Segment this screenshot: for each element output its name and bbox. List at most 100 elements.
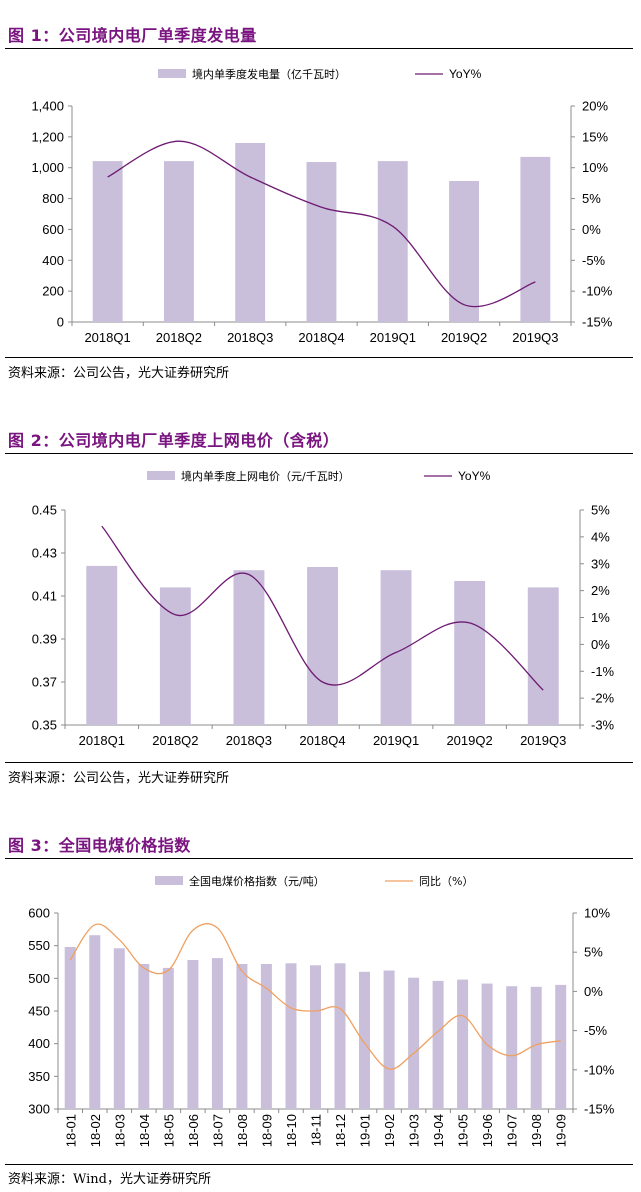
bar-2018Q4: [307, 567, 338, 725]
x-tick-label: 2018Q2: [156, 330, 202, 345]
x-tick-label: 18-11: [309, 1114, 324, 1146]
x-tick-label: 2019Q1: [373, 733, 419, 748]
y-right-tick-label: -10%: [582, 284, 613, 299]
y-left-tick-label: 200: [42, 284, 64, 299]
figure-2-title: 图 2：公司境内电厂单季度上网电价（含税）: [8, 431, 340, 450]
y-left-tick-label: 400: [42, 253, 64, 268]
x-tick-label: 2019Q1: [370, 330, 416, 345]
x-tick-label: 18-04: [137, 1114, 152, 1147]
y-left-tick-label: 450: [28, 1004, 50, 1019]
bar-2018Q1: [92, 161, 123, 322]
y-right-tick-label: 5%: [582, 191, 601, 206]
figure-1-source: 资料来源：公司公告，光大证券研究所: [8, 366, 230, 381]
bar-2019Q1: [377, 161, 408, 322]
y-right-tick-label: 0%: [591, 637, 610, 652]
y-right-tick-label: 1%: [591, 610, 610, 625]
legend-bar-swatch: [155, 876, 183, 885]
y-right-tick-label: 20%: [582, 99, 608, 114]
legend-bar-label: 全国电煤价格指数（元/吨）: [189, 874, 325, 888]
bar-2018Q3: [235, 143, 266, 322]
bar-19-02: [383, 970, 395, 1109]
y-right-tick-label: 0%: [582, 222, 601, 237]
y-left-tick-label: 0: [57, 315, 64, 330]
legend-line-label: 同比（%）: [419, 875, 473, 888]
bar-18-07: [211, 958, 223, 1109]
bar-2019Q2: [454, 581, 486, 725]
x-tick-label: 19-04: [431, 1114, 446, 1147]
y-right-tick-label: -15%: [582, 315, 613, 330]
y-right-tick-label: 5%: [584, 945, 603, 960]
y-left-tick-label: 500: [28, 971, 50, 986]
y-left-tick-label: 0.39: [32, 632, 57, 647]
x-tick-label: 2019Q2: [446, 733, 492, 748]
x-tick-label: 18-01: [63, 1114, 78, 1147]
bar-19-08: [530, 986, 542, 1109]
x-tick-label: 2018Q1: [84, 330, 130, 345]
bar-18-08: [236, 964, 248, 1109]
y-left-tick-label: 0.35: [32, 718, 57, 733]
bar-19-03: [408, 977, 420, 1109]
x-tick-label: 19-08: [529, 1114, 544, 1147]
figure-1-top-rule: [5, 48, 633, 49]
y-left-tick-label: 0.41: [32, 589, 57, 604]
chart-1-power-generation: 境内单季度发电量（亿千瓦时） YoY% 0 200 400 600 800 1,000 1,20…: [31, 67, 613, 345]
y-left-tick-label: 1,000: [31, 160, 64, 175]
bar-2018Q3: [233, 570, 265, 725]
bar-18-09: [260, 964, 272, 1109]
x-tick-label: 18-03: [112, 1114, 127, 1147]
x-tick-label: 2019Q2: [441, 330, 487, 345]
figure-2-bottom-rule: [5, 762, 633, 763]
y-left-tick-label: 350: [28, 1069, 50, 1084]
bar-2018Q1: [86, 565, 118, 725]
figure-3-bottom-rule: [5, 1164, 633, 1165]
figure-3-top-rule: [5, 858, 633, 859]
x-tick-label: 19-06: [480, 1114, 495, 1147]
figure-2-source: 资料来源：公司公告，光大证券研究所: [8, 771, 230, 786]
y-right-tick-label: 10%: [584, 906, 610, 921]
bar-19-09: [555, 984, 567, 1109]
bar-18-05: [162, 967, 174, 1109]
legend-bar-label: 境内单季度上网电价（元/千瓦时）: [181, 469, 350, 483]
figure-2-top-rule: [5, 453, 633, 454]
bar-2019Q2: [449, 181, 479, 322]
x-tick-label: 19-03: [407, 1114, 422, 1147]
x-tick-label: 18-06: [186, 1114, 201, 1147]
y-left-tick-label: 0.43: [32, 546, 57, 561]
x-tick-label: 19-09: [554, 1114, 569, 1147]
x-tick-label: 18-09: [260, 1114, 275, 1147]
figure-3-title: 图 3：全国电煤价格指数: [8, 836, 191, 855]
legend-bar-swatch: [158, 69, 186, 78]
y-left-tick-label: 300: [28, 1102, 50, 1117]
bar-2019Q3: [520, 156, 551, 322]
x-tick-label: 18-10: [284, 1114, 299, 1147]
yoy-line: [101, 525, 544, 691]
y-right-tick-label: 0%: [584, 984, 603, 999]
y-right-tick-label: -5%: [582, 253, 606, 268]
x-tick-label: 2018Q4: [298, 330, 344, 345]
bar-18-06: [187, 960, 199, 1109]
y-right-tick-label: -15%: [584, 1102, 615, 1117]
bar-19-01: [359, 971, 370, 1109]
bar-18-11: [310, 965, 321, 1109]
y-right-tick-label: 3%: [591, 556, 610, 571]
bar-2019Q3: [527, 587, 559, 725]
y-right-tick-label: 15%: [582, 129, 608, 144]
y-left-tick-label: 800: [42, 191, 64, 206]
x-tick-label: 2018Q3: [226, 733, 272, 748]
y-left-tick-label: 550: [28, 938, 50, 953]
legend-bar-label: 境内单季度发电量（亿千瓦时）: [192, 67, 346, 81]
y-left-tick-label: 600: [42, 222, 64, 237]
x-tick-label: 18-07: [210, 1114, 225, 1147]
y-right-tick-label: -1%: [591, 664, 615, 679]
bar-19-04: [432, 980, 444, 1109]
y-left-tick-label: 1,400: [31, 99, 64, 114]
x-tick-label: 19-07: [505, 1114, 520, 1147]
x-tick-label: 2018Q2: [152, 733, 198, 748]
y-right-tick-label: 2%: [591, 583, 610, 598]
x-tick-label: 2018Q1: [79, 733, 125, 748]
figure-3-source: 资料来源：Wind，光大证券研究所: [8, 1172, 211, 1187]
y-right-tick-label: -2%: [591, 691, 615, 706]
y-right-tick-label: -10%: [584, 1062, 615, 1077]
y-left-tick-label: 1,200: [31, 129, 64, 144]
figure-1-bottom-rule: [5, 357, 633, 358]
